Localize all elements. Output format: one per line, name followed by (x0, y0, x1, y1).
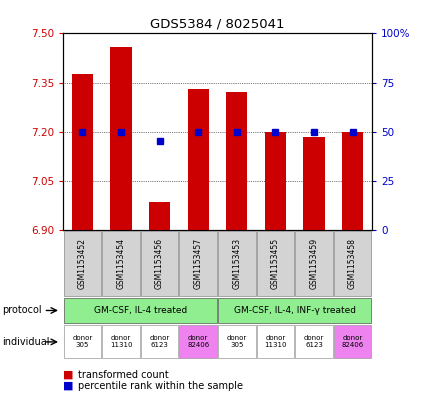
Text: donor
11310: donor 11310 (109, 335, 132, 349)
Text: donor
6123: donor 6123 (149, 335, 169, 349)
Bar (110, 46, 132, 230)
Text: GSM1153454: GSM1153454 (116, 238, 125, 289)
Text: GSM1153453: GSM1153453 (232, 238, 241, 289)
Bar (302, 137, 324, 230)
Text: GSM1153458: GSM1153458 (347, 238, 356, 289)
Text: donor
305: donor 305 (72, 335, 92, 349)
Text: GSM1153459: GSM1153459 (309, 238, 318, 289)
Text: GSM1153452: GSM1153452 (78, 238, 87, 289)
Text: donor
82406: donor 82406 (187, 335, 209, 349)
Text: protocol: protocol (2, 305, 42, 316)
Text: GSM1153456: GSM1153456 (155, 238, 164, 289)
Bar (187, 89, 208, 230)
Text: transformed count: transformed count (78, 370, 169, 380)
Text: ■: ■ (63, 370, 73, 380)
Bar (148, 202, 170, 230)
Bar (226, 92, 247, 230)
Bar (264, 132, 286, 230)
Bar (72, 74, 93, 230)
Text: individual: individual (2, 337, 49, 347)
Text: GM-CSF, IL-4 treated: GM-CSF, IL-4 treated (93, 306, 187, 315)
Text: donor
11310: donor 11310 (263, 335, 286, 349)
Text: percentile rank within the sample: percentile rank within the sample (78, 381, 243, 391)
Text: ■: ■ (63, 381, 73, 391)
Text: GSM1153457: GSM1153457 (193, 238, 202, 289)
Title: GDS5384 / 8025041: GDS5384 / 8025041 (150, 18, 284, 31)
Text: GM-CSF, IL-4, INF-γ treated: GM-CSF, IL-4, INF-γ treated (233, 306, 355, 315)
Text: donor
82406: donor 82406 (341, 335, 363, 349)
Text: GSM1153455: GSM1153455 (270, 238, 279, 289)
Bar (341, 132, 362, 230)
Text: donor
6123: donor 6123 (303, 335, 323, 349)
Text: donor
305: donor 305 (226, 335, 247, 349)
